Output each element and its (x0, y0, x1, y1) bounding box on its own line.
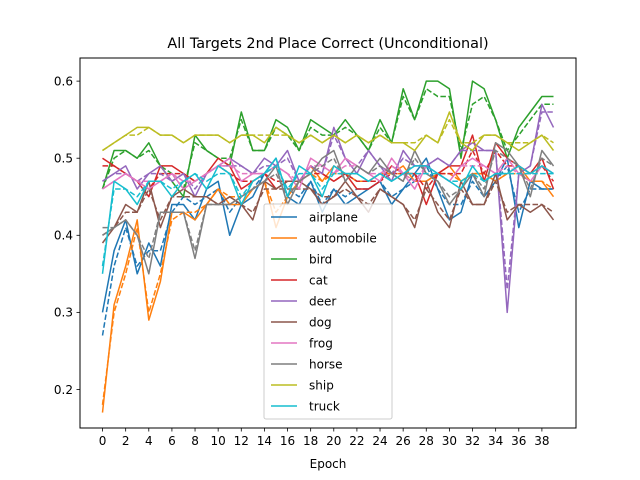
x-tick-label: 16 (280, 434, 295, 448)
legend-label-deer: deer (309, 294, 336, 308)
series-line-frog-dashed (102, 165, 554, 190)
legend-label-dog: dog (309, 315, 332, 329)
x-tick-label: 6 (168, 434, 176, 448)
series-line-frog-solid (102, 157, 554, 190)
x-tick-label: 28 (419, 434, 434, 448)
legend-label-automobile: automobile (309, 231, 377, 245)
x-tick-label: 10 (211, 434, 226, 448)
x-tick-label: 26 (396, 434, 411, 448)
legend-label-airplane: airplane (309, 210, 358, 224)
y-axis: 0.2 0.3 0.4 0.5 0.6 (54, 74, 80, 397)
legend: airplane automobile bird cat deer dog frog hors… (263, 203, 393, 420)
y-tick-label: 0.5 (54, 152, 73, 166)
y-tick-label: 0.3 (54, 306, 73, 320)
x-tick-label: 34 (488, 434, 503, 448)
y-tick-label: 0.4 (54, 229, 73, 243)
legend-box (263, 203, 393, 420)
x-tick-label: 30 (442, 434, 457, 448)
x-tick-label: 0 (99, 434, 107, 448)
y-tick-label: 0.6 (54, 74, 73, 88)
x-tick-label: 32 (465, 434, 480, 448)
x-tick-label: 8 (191, 434, 199, 448)
x-tick-label: 18 (303, 434, 318, 448)
legend-label-bird: bird (309, 252, 332, 266)
x-tick-label: 36 (511, 434, 526, 448)
x-tick-label: 14 (257, 434, 272, 448)
series-line-cat-solid (102, 134, 555, 206)
legend-label-horse: horse (309, 357, 343, 371)
series-line-bird-dashed (101, 88, 554, 190)
x-axis-label: Epoch (310, 457, 347, 471)
x-tick-label: 38 (534, 434, 549, 448)
series-line-truck-solid (101, 157, 554, 274)
legend-label-ship: ship (309, 378, 334, 392)
plot-area: 0 2 4 6 8 10 12 14 16 18 20 22 24 26 28 30 32 34 36 38 0.20… (54, 57, 577, 448)
axes-frame (79, 57, 577, 429)
y-tick-label: 0.2 (54, 383, 73, 397)
legend-label-truck: truck (309, 399, 340, 413)
x-tick-label: 24 (372, 434, 387, 448)
series-line-horse-solid (102, 142, 555, 275)
legend-label-cat: cat (309, 273, 328, 287)
x-axis: 0 2 4 6 8 10 12 14 16 18 20 22 24 26 28 30 32 34 36 38 (99, 428, 550, 448)
chart-title: All Targets 2nd Place Correct (Unconditi… (167, 36, 488, 52)
legend-label-frog: frog (309, 336, 333, 350)
x-tick-label: 2 (122, 434, 130, 448)
x-tick-label: 22 (349, 434, 364, 448)
series-layer (101, 80, 555, 413)
x-tick-label: 20 (326, 434, 341, 448)
series-line-ship-solid (102, 111, 555, 152)
x-tick-label: 4 (145, 434, 153, 448)
x-tick-label: 12 (234, 434, 249, 448)
series-line-deer-solid (102, 103, 555, 314)
series-line-dog-solid (101, 172, 555, 244)
